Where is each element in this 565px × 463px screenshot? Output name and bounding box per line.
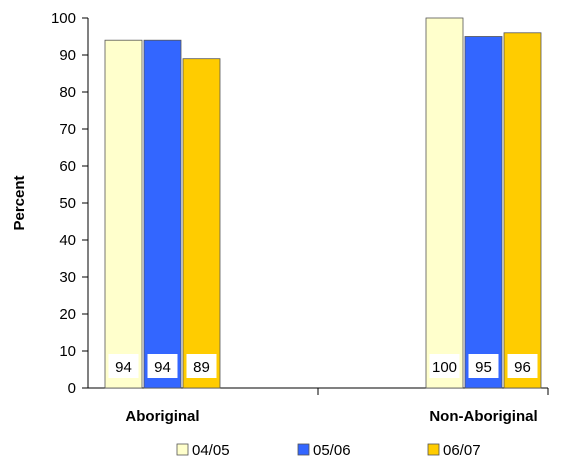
- y-tick-label: 90: [59, 47, 76, 64]
- y-tick-label: 80: [59, 84, 76, 101]
- y-tick-label: 0: [68, 380, 76, 397]
- y-tick-label: 30: [59, 269, 76, 286]
- legend: 04/05 05/06 06/07: [176, 442, 481, 459]
- legend-swatch: [176, 443, 189, 456]
- legend-label: 04/05: [192, 442, 230, 459]
- legend-swatch: [297, 443, 310, 456]
- category-label: Aboriginal: [125, 408, 199, 425]
- data-label: 94: [154, 359, 171, 376]
- bar-05-06-aboriginal: [143, 39, 182, 389]
- data-label: 89: [193, 359, 210, 376]
- y-tick-label: 100: [51, 10, 76, 27]
- y-axis-title: Percent: [11, 175, 28, 230]
- data-label-box: [507, 354, 538, 378]
- y-tick-label: 10: [59, 343, 76, 360]
- y-tick-label: 60: [59, 158, 76, 175]
- legend-label: 05/06: [313, 442, 351, 459]
- bar-05-06-non-aboriginal: [464, 36, 503, 389]
- legend-label: 06/07: [443, 442, 481, 459]
- data-label-box: [429, 354, 460, 378]
- bar-04-05-aboriginal: [104, 39, 143, 389]
- data-label: 95: [475, 359, 492, 376]
- bar-04-05-non-aboriginal: [425, 17, 464, 389]
- legend-swatch: [427, 443, 440, 456]
- y-tick-label: 50: [59, 195, 76, 212]
- category-label: Non-Aboriginal: [429, 408, 537, 425]
- y-tick-label: 40: [59, 232, 76, 249]
- y-tick-label: 20: [59, 306, 76, 323]
- y-axis-ticks: 0 10 20 30 40 50 60 70 80 90 100: [51, 10, 549, 397]
- y-tick-label: 70: [59, 121, 76, 138]
- bar-06-07-non-aboriginal: [503, 32, 542, 389]
- data-label: 100: [432, 359, 457, 376]
- data-label-box: [108, 354, 139, 378]
- data-label-box: [186, 354, 217, 378]
- data-label-box: [468, 354, 499, 378]
- bars: 94 94 89 100 95 96: [104, 17, 542, 389]
- x-axis-categories: Aboriginal Non-Aboriginal: [125, 408, 537, 425]
- bar-06-07-aboriginal: [182, 58, 221, 389]
- data-label: 94: [115, 359, 132, 376]
- data-label-box: [147, 354, 178, 378]
- data-label: 96: [514, 359, 531, 376]
